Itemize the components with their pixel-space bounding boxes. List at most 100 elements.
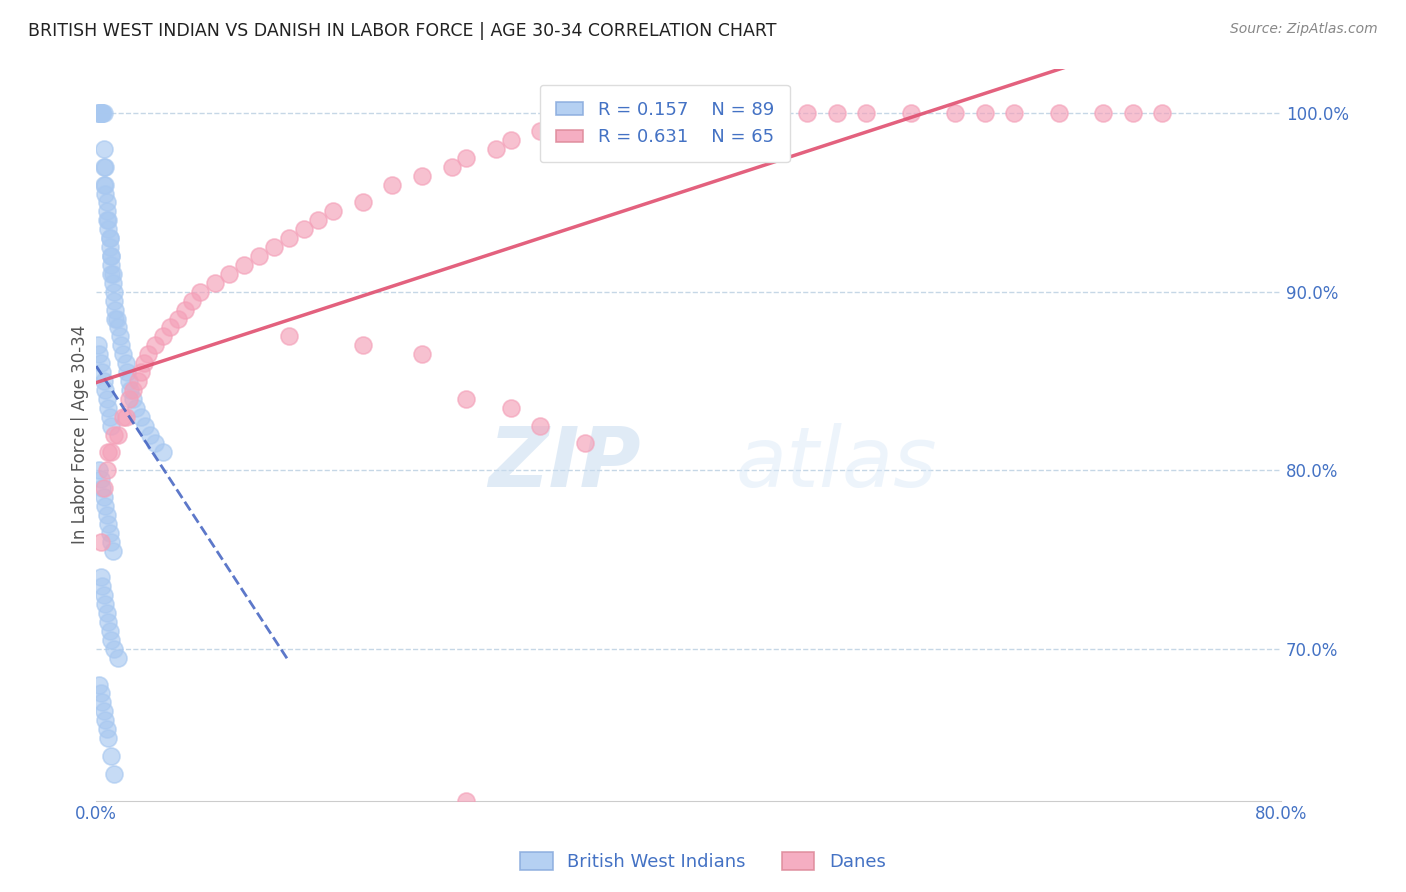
Point (100, 249, 122, 263)
Point (98, 525, 121, 540)
Point (574, 436, 596, 450)
Point (89, 106, 111, 120)
Point (152, 445, 174, 459)
Point (93, 178, 115, 192)
Point (1092, 106, 1115, 120)
Point (1122, 106, 1144, 120)
Point (91, 695, 114, 709)
Point (973, 106, 995, 120)
Point (108, 329, 131, 343)
Point (277, 329, 299, 343)
Point (104, 311, 127, 326)
Point (456, 794, 478, 808)
Point (91, 106, 114, 120)
Point (1152, 106, 1174, 120)
Point (174, 302, 197, 317)
Point (825, 106, 848, 120)
Point (322, 204, 344, 219)
Point (1002, 106, 1025, 120)
Point (136, 347, 159, 361)
Point (218, 267, 240, 281)
Point (100, 534, 122, 549)
Point (96, 463, 118, 477)
Point (603, 106, 626, 120)
Point (127, 374, 149, 388)
Point (94, 186, 117, 201)
Point (117, 365, 139, 379)
Point (456, 392, 478, 406)
Point (98, 231, 121, 245)
Point (352, 338, 374, 352)
Point (91, 106, 114, 120)
Point (633, 106, 655, 120)
Point (796, 106, 818, 120)
Point (129, 409, 152, 424)
Point (94, 499, 117, 513)
Point (93, 106, 115, 120)
Point (90, 106, 112, 120)
Point (94, 178, 117, 192)
Point (101, 267, 124, 281)
Point (166, 311, 188, 326)
Point (96, 606, 118, 620)
Point (111, 409, 134, 424)
Point (100, 249, 122, 263)
Point (96, 722, 118, 736)
Point (100, 445, 122, 459)
Point (94, 160, 117, 174)
Point (96, 392, 118, 406)
Point (90, 570, 112, 584)
Point (93, 160, 115, 174)
Point (411, 169, 433, 183)
Point (558, 115, 581, 129)
Point (499, 133, 522, 147)
Point (97, 445, 120, 459)
Point (91, 481, 114, 495)
Point (93, 481, 115, 495)
Point (103, 285, 125, 299)
Point (352, 195, 374, 210)
Point (89, 677, 111, 691)
Point (103, 641, 125, 656)
Point (118, 374, 141, 388)
Point (204, 276, 226, 290)
Point (89, 347, 111, 361)
Point (233, 258, 256, 272)
Legend: British West Indians, Danes: British West Indians, Danes (513, 845, 893, 879)
Point (529, 124, 551, 138)
Point (707, 106, 730, 120)
Point (292, 222, 315, 236)
Point (104, 302, 127, 317)
Point (93, 704, 115, 718)
Point (100, 418, 122, 433)
Point (100, 749, 122, 764)
Point (118, 392, 141, 406)
Point (96, 195, 118, 210)
Point (440, 160, 463, 174)
Point (188, 285, 211, 299)
Point (110, 338, 132, 352)
Y-axis label: In Labor Force | Age 30-34: In Labor Force | Age 30-34 (72, 325, 89, 544)
Point (456, 151, 478, 165)
Legend: R = 0.157    N = 89, R = 0.631    N = 65: R = 0.157 N = 89, R = 0.631 N = 65 (540, 85, 790, 162)
Point (90, 106, 112, 120)
Point (91, 365, 114, 379)
Text: atlas: atlas (735, 424, 938, 504)
Point (247, 249, 270, 263)
Point (138, 427, 160, 442)
Point (277, 231, 299, 245)
Text: Source: ZipAtlas.com: Source: ZipAtlas.com (1230, 22, 1378, 37)
Point (90, 686, 112, 700)
Point (86, 338, 108, 352)
Point (97, 213, 120, 227)
Point (855, 106, 877, 120)
Point (307, 213, 329, 227)
Point (145, 338, 167, 352)
Point (152, 329, 174, 343)
Point (90, 472, 112, 486)
Point (122, 383, 145, 397)
Point (89, 106, 111, 120)
Point (107, 427, 129, 442)
Point (105, 311, 128, 326)
Point (97, 516, 120, 531)
